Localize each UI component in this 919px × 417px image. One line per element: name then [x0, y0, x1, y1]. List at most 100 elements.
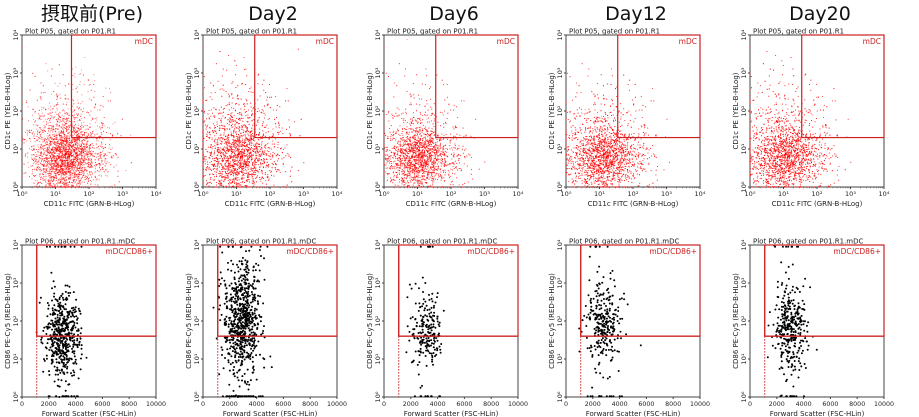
data-point: [48, 125, 50, 127]
data-point: [32, 163, 35, 165]
data-point: [67, 313, 70, 316]
data-point: [24, 138, 26, 140]
data-point: [86, 143, 88, 145]
data-point: [43, 159, 45, 161]
data-point: [100, 169, 102, 171]
data-point: [101, 161, 103, 163]
data-point: [65, 149, 67, 151]
data-point: [63, 174, 65, 176]
data-point: [40, 82, 42, 84]
data-point: [60, 120, 62, 122]
data-point: [55, 395, 58, 398]
data-point: [69, 174, 71, 176]
data-point: [57, 349, 60, 352]
data-point: [76, 165, 78, 167]
data-point: [81, 155, 83, 157]
data-point: [45, 144, 47, 146]
data-point: [72, 114, 74, 116]
data-point: [91, 143, 93, 145]
data-point: [59, 165, 61, 167]
data-point: [68, 135, 70, 137]
data-point: [68, 83, 70, 85]
data-point: [71, 174, 73, 176]
data-point: [83, 154, 85, 156]
data-point: [58, 160, 61, 162]
data-point: [97, 146, 99, 148]
data-point: [53, 151, 55, 153]
data-point: [74, 361, 77, 363]
data-point: [40, 128, 42, 130]
data-point: [52, 130, 54, 132]
data-point: [66, 186, 68, 188]
data-point: [59, 147, 61, 149]
data-point: [99, 109, 101, 111]
data-point: [79, 81, 81, 83]
data-point: [71, 147, 74, 149]
data-point: [43, 150, 45, 152]
data-point: [37, 155, 39, 157]
data-point: [71, 140, 73, 142]
data-point: [45, 123, 48, 125]
data-point: [48, 137, 50, 139]
data-point: [77, 114, 79, 116]
data-point: [50, 173, 52, 175]
data-point: [42, 163, 44, 166]
data-point: [46, 118, 48, 121]
data-point: [65, 149, 67, 151]
data-point: [75, 147, 77, 149]
data-point: [72, 362, 75, 365]
data-point: [73, 178, 76, 180]
data-point: [86, 142, 88, 144]
data-point: [73, 118, 75, 120]
data-point: [55, 179, 58, 182]
data-point: [63, 110, 66, 112]
data-point: [110, 186, 112, 188]
data-point: [90, 183, 92, 185]
data-point: [71, 185, 73, 187]
data-point: [69, 186, 71, 188]
data-point: [49, 175, 51, 177]
y-tick-label: 10¹: [12, 143, 20, 154]
data-point: [92, 131, 94, 133]
data-point: [21, 176, 23, 178]
data-point: [100, 153, 102, 155]
data-point: [67, 141, 69, 144]
data-point: [45, 181, 47, 183]
data-point: [68, 175, 70, 177]
data-point: [58, 125, 60, 128]
data-point: [56, 113, 58, 116]
data-point: [21, 93, 23, 95]
data-point: [90, 132, 92, 134]
data-point: [51, 176, 54, 178]
data-point: [61, 128, 63, 130]
data-point: [84, 178, 86, 181]
data-point: [73, 321, 76, 324]
data-point: [64, 124, 66, 126]
data-point: [67, 184, 70, 186]
data-point: [69, 153, 71, 155]
data-point: [80, 327, 83, 330]
data-point: [53, 304, 56, 307]
data-point: [67, 292, 70, 294]
data-point: [94, 134, 96, 136]
data-point: [68, 148, 70, 151]
data-point: [22, 118, 24, 120]
data-point: [51, 287, 53, 290]
data-point: [27, 106, 29, 108]
data-point: [38, 146, 40, 148]
data-point: [33, 145, 35, 147]
data-point: [95, 156, 98, 158]
data-point: [37, 151, 39, 153]
data-point: [77, 377, 80, 380]
data-point: [54, 156, 57, 158]
data-point: [83, 156, 85, 158]
data-point: [73, 111, 75, 113]
data-point: [85, 129, 87, 131]
data-point: [78, 343, 81, 346]
data-point: [81, 159, 83, 161]
data-point: [76, 173, 78, 176]
data-point: [94, 186, 96, 188]
data-point: [34, 186, 36, 188]
data-point: [76, 158, 79, 160]
data-point: [71, 182, 74, 184]
